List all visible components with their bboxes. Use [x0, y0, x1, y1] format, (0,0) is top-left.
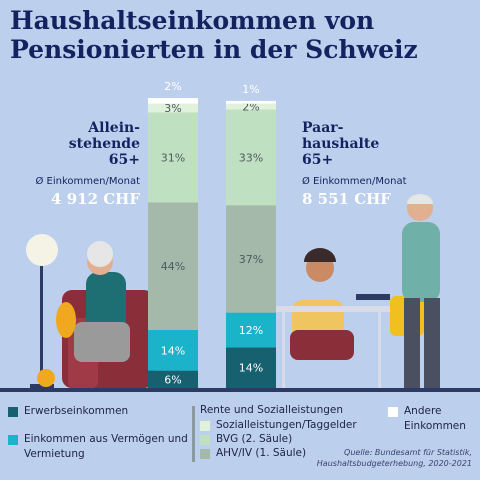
- income-label: Ø Einkommen/Monat: [35, 176, 140, 187]
- bar-segment: [148, 202, 198, 330]
- value-label: 14%: [161, 344, 185, 357]
- legend-label: BVG (2. Säule): [216, 433, 293, 445]
- value-label: 44%: [161, 260, 185, 273]
- bar-segment: [226, 312, 276, 348]
- legend-label: Andere Einkommen: [404, 405, 466, 432]
- value-label: 3%: [164, 102, 181, 115]
- income-label: Ø Einkommen/Monat: [302, 176, 407, 187]
- value-label: 2%: [164, 80, 181, 93]
- value-label: 1%: [242, 83, 259, 96]
- bar-segment: [148, 98, 198, 104]
- value-label: 14%: [239, 362, 263, 375]
- chart-title: Haushaltseinkommen von Pensionierten in …: [10, 6, 418, 64]
- legend-group-title: Rente und Sozialleistungen: [200, 404, 344, 416]
- value-label: 2%: [242, 101, 259, 114]
- legend-swatch: [200, 421, 210, 431]
- woman-illustration: [37, 241, 154, 388]
- legend-label: Sozialleistungen/Taggelder: [216, 419, 357, 431]
- bar-segment: [148, 112, 198, 203]
- value-label: 6%: [164, 373, 181, 386]
- legend-swatch: [8, 407, 18, 417]
- value-label: 31%: [161, 151, 185, 164]
- bar-segment: [226, 347, 276, 388]
- value-label: 12%: [239, 324, 263, 337]
- legend-label: AHV/IV (1. Säule): [216, 447, 307, 459]
- bar-segment: [226, 103, 276, 110]
- legend-swatch: [388, 407, 398, 417]
- category-label: Paar- haushalte 65+: [302, 120, 380, 168]
- bar-segment: [226, 205, 276, 313]
- legend-swatch: [200, 449, 210, 459]
- source: Quelle: Bundesamt für Statistik, Haushal…: [316, 448, 472, 468]
- legend-label: Einkommen aus Vermögen und Vermietung: [24, 433, 188, 460]
- lamp-illustration: [26, 234, 58, 388]
- income-value: 4 912 CHF: [51, 190, 140, 208]
- income-value: 8 551 CHF: [302, 190, 391, 208]
- legend-swatch: [8, 435, 18, 445]
- bar-segment: [226, 109, 276, 206]
- bar-segment: [148, 103, 198, 113]
- value-label: 33%: [239, 151, 263, 164]
- bar-segment: [148, 370, 198, 388]
- bar-segment: [148, 330, 198, 371]
- value-label: 37%: [239, 253, 263, 266]
- legend-group-bar: [192, 406, 195, 462]
- couple-illustration: [272, 194, 440, 388]
- legend-swatch: [200, 435, 210, 445]
- legend-label: Erwerbseinkommen: [24, 405, 129, 417]
- bar-segment: [226, 100, 276, 104]
- floor: [0, 388, 480, 392]
- category-label: Allein- stehende 65+: [68, 120, 140, 168]
